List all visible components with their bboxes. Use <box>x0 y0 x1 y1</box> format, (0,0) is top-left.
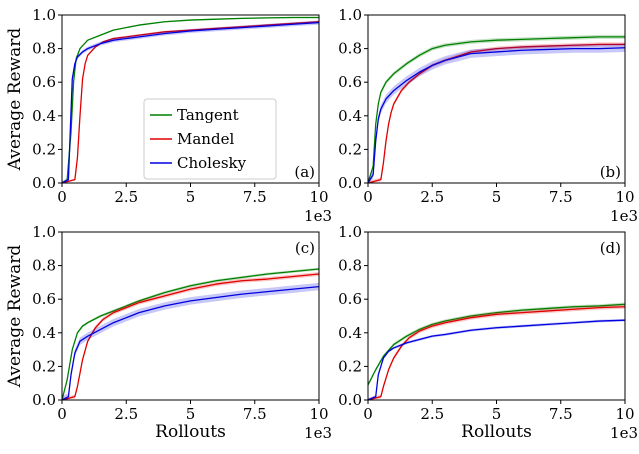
y-tick-label: 0.4 <box>338 107 362 125</box>
y-tick-label: 1.0 <box>32 6 56 24</box>
x-scale-label: 1e3 <box>304 424 332 442</box>
legend-entry-cholesky: Cholesky <box>177 154 247 172</box>
y-axis-label: Average Reward <box>5 28 25 172</box>
y-tick-label: 0.0 <box>338 391 362 409</box>
y-tick-label: 0.0 <box>32 391 56 409</box>
panel-label: (d) <box>600 239 621 257</box>
series-mandel <box>62 20 319 183</box>
line-tangent <box>368 36 625 183</box>
x-tick-label: 10 <box>615 188 634 206</box>
line-mandel <box>368 306 625 400</box>
x-tick-label: 0 <box>363 188 373 206</box>
y-tick-label: 0.2 <box>32 357 56 375</box>
panel-label: (b) <box>600 163 621 181</box>
x-tick-label: 5 <box>492 188 502 206</box>
x-tick-label: 10 <box>615 405 634 423</box>
x-tick-label: 7.5 <box>549 188 573 206</box>
x-scale-label: 1e3 <box>610 424 638 442</box>
y-tick-label: 0.6 <box>338 290 362 308</box>
line-tangent <box>368 303 625 386</box>
panel-label: (a) <box>294 163 315 181</box>
x-tick-label: 10 <box>309 405 328 423</box>
panel-4: 0 2.5 5 7.5 10 0.0 0.2 0.4 0.6 0.8 1.0 1e3 (d) Rollou… <box>338 223 638 442</box>
x-tick-label: 7.5 <box>243 188 267 206</box>
x-tick-label: 0 <box>363 405 373 423</box>
series-cholesky <box>368 318 625 400</box>
band-tangent <box>368 302 625 387</box>
x-tick-label: 10 <box>309 188 328 206</box>
line-mandel <box>62 273 319 400</box>
line-tangent <box>62 268 319 400</box>
line-cholesky <box>62 285 319 400</box>
y-tick-label: 0.6 <box>338 73 362 91</box>
band-mandel <box>368 304 625 400</box>
y-tick-label: 0.8 <box>32 257 56 275</box>
line-cholesky <box>368 319 625 400</box>
band-tangent <box>368 34 625 183</box>
y-tick-label: 0.2 <box>338 357 362 375</box>
legend-entry-mandel: Mandel <box>177 130 234 148</box>
x-tick-label: 0 <box>57 405 67 423</box>
x-tick-label: 2.5 <box>420 405 444 423</box>
line-cholesky <box>62 21 319 183</box>
series-mandel <box>62 271 319 400</box>
series-tangent <box>368 302 625 387</box>
x-tick-label: 2.5 <box>114 188 138 206</box>
x-tick-label: 7.5 <box>243 405 267 423</box>
y-tick-label: 0.4 <box>32 107 56 125</box>
panel-label: (c) <box>295 239 315 257</box>
x-tick-label: 2.5 <box>114 405 138 423</box>
x-scale-label: 1e3 <box>610 207 638 225</box>
y-tick-label: 0.0 <box>338 174 362 192</box>
y-tick-label: 1.0 <box>32 223 56 241</box>
series-cholesky <box>62 20 319 183</box>
x-axis-label: Rollouts <box>155 422 226 442</box>
series-tangent <box>62 267 319 400</box>
series-tangent <box>368 34 625 183</box>
panel-2: 0 2.5 5 7.5 10 0.0 0.2 0.4 0.6 0.8 1.0 1e3 (b) <box>338 6 638 225</box>
line-cholesky <box>368 47 625 183</box>
x-tick-label: 2.5 <box>420 188 444 206</box>
series-cholesky <box>368 43 625 183</box>
y-tick-label: 0.2 <box>338 140 362 158</box>
series-mandel <box>368 304 625 400</box>
y-tick-label: 0.8 <box>338 257 362 275</box>
y-tick-label: 0.0 <box>32 174 56 192</box>
y-tick-label: 0.2 <box>32 140 56 158</box>
series-mandel <box>368 42 625 183</box>
x-axis-label: Rollouts <box>461 422 532 442</box>
y-tick-label: 1.0 <box>338 6 362 24</box>
x-scale-label: 1e3 <box>304 207 332 225</box>
y-tick-label: 0.8 <box>338 40 362 58</box>
y-axis-label: Average Reward <box>5 245 25 389</box>
line-tangent <box>62 16 319 183</box>
series-cholesky <box>62 282 319 400</box>
line-mandel <box>368 43 625 183</box>
y-tick-label: 0.6 <box>32 290 56 308</box>
series-tangent <box>62 16 319 183</box>
y-tick-label: 0.8 <box>32 40 56 58</box>
panel-3: 0 2.5 5 7.5 10 0.0 0.2 0.4 0.6 0.8 1.0 1e3 (c) Averag… <box>5 223 332 442</box>
y-tick-label: 1.0 <box>338 223 362 241</box>
x-tick-label: 0 <box>57 188 67 206</box>
line-mandel <box>62 21 319 183</box>
y-tick-label: 0.4 <box>32 324 56 342</box>
legend: Tangent Mandel Cholesky <box>143 98 277 180</box>
x-tick-label: 5 <box>186 405 196 423</box>
x-tick-label: 5 <box>492 405 502 423</box>
y-tick-label: 0.6 <box>32 73 56 91</box>
x-tick-label: 7.5 <box>549 405 573 423</box>
band-cholesky <box>368 318 625 400</box>
legend-box <box>143 98 277 180</box>
x-tick-label: 5 <box>186 188 196 206</box>
panel-1: 0 2.5 5 7.5 10 0.0 0.2 0.4 0.6 0.8 1.0 1e3 (a) Averag… <box>5 6 332 225</box>
legend-entry-tangent: Tangent <box>177 106 239 124</box>
y-tick-label: 0.4 <box>338 324 362 342</box>
